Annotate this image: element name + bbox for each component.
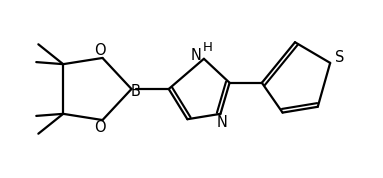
Text: O: O	[95, 120, 106, 135]
Text: H: H	[203, 41, 213, 54]
Text: O: O	[95, 43, 106, 58]
Text: N: N	[191, 48, 202, 63]
Text: N: N	[217, 115, 228, 130]
Text: B: B	[131, 83, 141, 99]
Text: S: S	[335, 50, 344, 66]
